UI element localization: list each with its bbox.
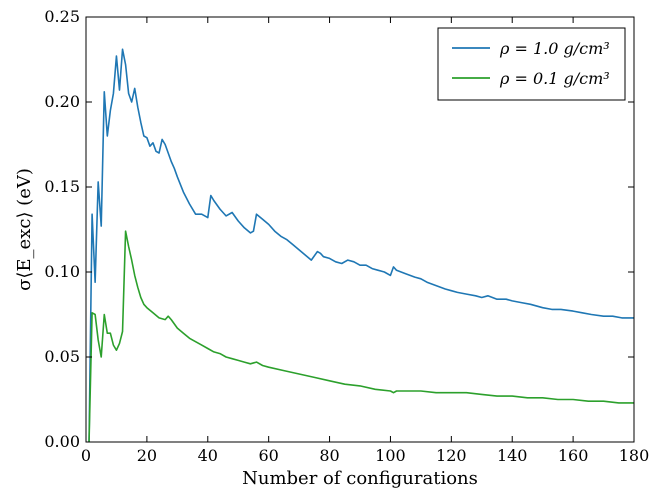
x-tick-label: 160 <box>558 446 589 465</box>
y-tick-label: 0.20 <box>44 92 80 111</box>
plot-frame <box>85 16 635 443</box>
legend: ρ = 1.0 g/cm³ ρ = 0.1 g/cm³ <box>437 27 626 101</box>
x-tick-label: 140 <box>497 446 528 465</box>
x-tick-label: 60 <box>258 446 278 465</box>
y-tick-label: 0.25 <box>44 7 80 26</box>
legend-label-0: ρ = 1.0 g/cm³ <box>499 39 610 58</box>
series-line-1 <box>88 230 634 443</box>
x-tick-label: 40 <box>198 446 218 465</box>
x-axis-title: Number of configurations <box>242 468 478 489</box>
x-tick-label: 120 <box>436 446 467 465</box>
x-tick-label: 100 <box>375 446 406 465</box>
ticks-layer: 0 20 40 60 80 100 120 140 160 180 0.00 0.05 0.10 0.15… <box>44 7 649 465</box>
series-line-0 <box>88 48 634 443</box>
y-axis-title: σ⟨E_exc⟩ (eV) <box>14 168 35 291</box>
x-tick-label: 80 <box>319 446 339 465</box>
y-tick-label: 0.05 <box>44 347 80 366</box>
y-tick-label: 0.15 <box>44 177 80 196</box>
x-tick-label: 20 <box>137 446 157 465</box>
x-tick-label: 0 <box>81 446 91 465</box>
x-tick-label: 180 <box>619 446 650 465</box>
series-layer <box>88 48 634 443</box>
legend-label-1: ρ = 0.1 g/cm³ <box>499 69 610 88</box>
legend-box <box>437 27 626 101</box>
y-tick-label: 0.00 <box>44 432 80 451</box>
y-tick-label: 0.10 <box>44 262 80 281</box>
